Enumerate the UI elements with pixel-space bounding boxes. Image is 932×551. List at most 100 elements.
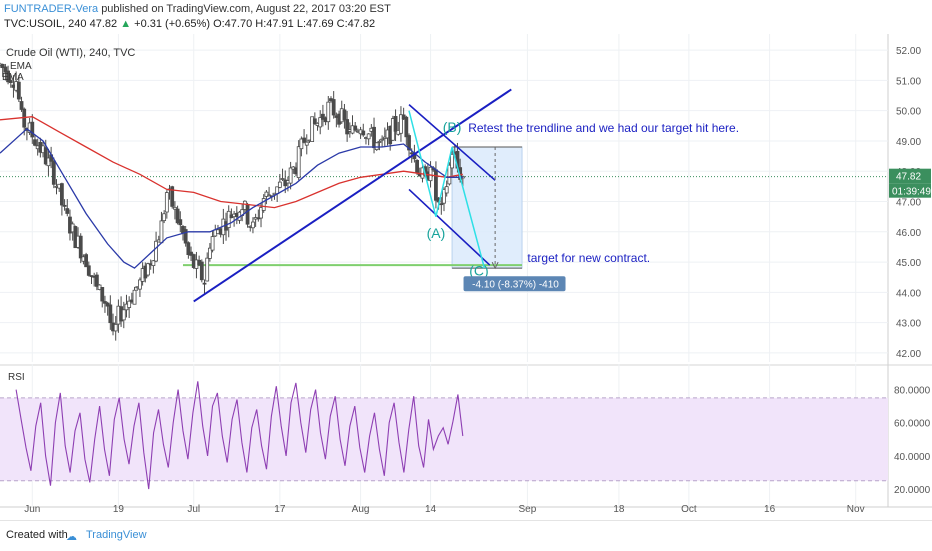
candle-body	[345, 119, 350, 135]
x-tick-label: Aug	[352, 504, 370, 515]
footer: Created with ☁ TradingView	[0, 520, 932, 551]
x-tick-label: 14	[425, 504, 437, 515]
y-tick-label: 50.00	[896, 107, 921, 118]
candle-body	[84, 254, 89, 268]
candle-body	[6, 70, 10, 83]
candle-body	[86, 265, 91, 276]
candle-body	[372, 126, 376, 149]
y-tick-label: 42.00	[896, 349, 921, 360]
candle-body	[321, 113, 325, 120]
y-tick-label: 49.00	[896, 137, 921, 148]
y-tick-label: 45.00	[896, 258, 921, 269]
annotation-2: (C)	[469, 263, 488, 279]
tradingview-logo-icon: ☁	[66, 531, 77, 543]
candle-body	[94, 274, 99, 287]
candle-body	[245, 203, 250, 225]
x-tick-label: Nov	[847, 504, 865, 515]
created-with-label: Created with	[6, 529, 68, 541]
x-tick-label: Jul	[187, 504, 200, 515]
candle-body	[8, 80, 13, 83]
candle-body	[108, 304, 113, 324]
candle-body	[380, 138, 385, 141]
annotation-3: Retest the trendline and we had our targ…	[468, 121, 739, 135]
candle-body	[46, 157, 51, 167]
candle-body	[302, 137, 306, 143]
candle-body	[186, 242, 191, 255]
channel-upper-line	[408, 104, 496, 181]
candle-body	[312, 118, 317, 125]
candle-body	[450, 153, 454, 169]
annotation-4: target for new contract.	[527, 251, 650, 265]
candle-body	[439, 203, 444, 206]
candle-body	[43, 147, 48, 165]
candle-body	[261, 198, 266, 211]
x-tick-label: Jun	[24, 504, 40, 515]
candle-body	[51, 160, 56, 185]
price-pane-title: Crude Oil (WTI), 240, TVC	[6, 47, 135, 59]
rsi-tick-label: 20.0000	[894, 485, 931, 496]
candle-body	[173, 206, 177, 210]
candle-body	[0, 63, 5, 69]
candle-body	[353, 125, 358, 131]
candle-body	[3, 66, 8, 73]
candle-body	[428, 166, 433, 182]
countdown-label: 01:39:49	[892, 187, 931, 198]
candle-body	[377, 141, 382, 143]
candle-body	[226, 210, 231, 228]
candle-body	[264, 191, 269, 197]
countdown-bg	[889, 183, 931, 198]
y-tick-label: 46.00	[896, 228, 921, 239]
candle-body	[121, 309, 126, 321]
candle-body	[100, 287, 105, 302]
candle-body	[164, 192, 169, 213]
ema-red-line	[0, 116, 463, 209]
target-box	[451, 146, 523, 269]
grid	[0, 34, 888, 507]
chart-area[interactable]: 42.0043.0044.0045.0046.0047.0048.0049.00…	[0, 34, 932, 520]
candle-body	[127, 300, 132, 308]
candle-body	[361, 130, 366, 136]
candle-body	[154, 240, 158, 262]
candle-body	[288, 167, 293, 184]
candle-body	[415, 159, 419, 174]
x-tick-label: 16	[764, 504, 776, 515]
candle-body	[175, 208, 180, 224]
candle-body	[202, 282, 207, 285]
candle-body	[251, 221, 255, 229]
candle-body	[159, 220, 164, 244]
candle-body	[442, 188, 446, 204]
candle-body	[318, 117, 323, 128]
price-change: +0.31 (+0.65%)	[134, 18, 210, 30]
candle-body	[151, 260, 156, 267]
rsi-title: RSI	[8, 372, 25, 383]
y-tick-label: 47.00	[896, 198, 921, 209]
candle-body	[183, 229, 188, 244]
candle-body	[132, 289, 137, 305]
candle-body	[138, 279, 142, 290]
candle-body	[207, 247, 212, 259]
candle-body	[296, 146, 301, 179]
annotation-0: (B)	[443, 119, 462, 135]
candle-body	[33, 139, 37, 146]
rsi-line	[15, 381, 464, 490]
price-tag: 47.82	[896, 172, 921, 183]
wave-path	[408, 110, 486, 269]
candle-body	[19, 101, 24, 110]
x-tick-label: 18	[613, 504, 625, 515]
candle-body	[310, 116, 315, 142]
candle-body	[113, 323, 118, 332]
candle-body	[78, 235, 83, 259]
candle-body	[189, 251, 193, 256]
x-tick-label: 19	[113, 504, 125, 515]
high-value: H:47.91	[255, 18, 294, 30]
candle-body	[170, 186, 175, 207]
y-tick-label: 51.00	[896, 76, 921, 87]
candle-body	[393, 116, 398, 132]
author-link[interactable]: FUNTRADER-Vera	[4, 3, 99, 15]
y-tick-label: 44.00	[896, 288, 921, 299]
tradingview-brand[interactable]: TradingView	[86, 529, 147, 541]
candle-body	[59, 183, 64, 206]
candle-body	[399, 114, 403, 134]
candle-body	[30, 121, 35, 138]
candle-body	[299, 138, 304, 150]
